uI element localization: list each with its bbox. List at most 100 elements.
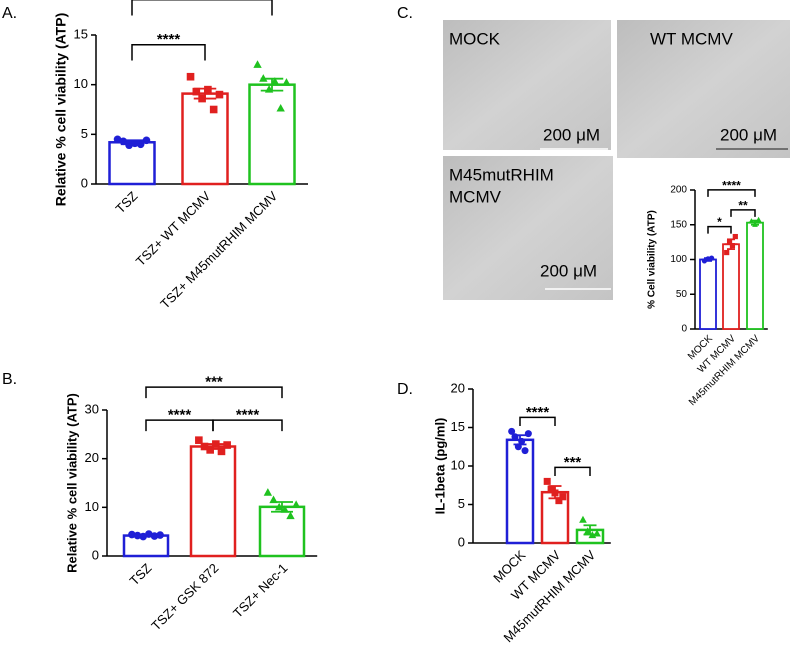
data-point bbox=[125, 141, 133, 150]
y-tick-label: 20 bbox=[451, 380, 465, 395]
significance-label: **** bbox=[190, 0, 214, 3]
data-point bbox=[276, 103, 285, 112]
y-tick-label: 0 bbox=[458, 534, 465, 549]
data-point bbox=[579, 515, 587, 523]
data-point bbox=[508, 427, 516, 435]
data-point bbox=[286, 511, 295, 520]
bar bbox=[181, 92, 229, 186]
micrograph-label: WT MCMV bbox=[650, 29, 733, 48]
y-tick-label: 15 bbox=[451, 419, 465, 434]
y-axis-label: Relative % cell viability (ATP) bbox=[64, 393, 79, 573]
data-point bbox=[119, 137, 128, 146]
significance-label: **** bbox=[526, 404, 550, 421]
panel-label: C. bbox=[397, 5, 413, 22]
y-tick-label: 10 bbox=[85, 499, 99, 514]
scale-label: 200 μM bbox=[543, 125, 600, 144]
significance-label: **** bbox=[157, 31, 181, 48]
significance-bracket bbox=[145, 386, 283, 399]
micrograph-label: MOCK bbox=[449, 29, 501, 48]
y-tick-label: 50 bbox=[676, 289, 688, 300]
y-tick-label: 5 bbox=[458, 496, 465, 511]
data-point bbox=[131, 139, 139, 148]
y-tick-label: 0 bbox=[81, 175, 88, 190]
y-axis-label: Relative % cell viability (ATP) bbox=[53, 13, 69, 206]
data-point bbox=[559, 493, 567, 501]
data-point bbox=[729, 243, 736, 249]
data-point bbox=[543, 477, 551, 485]
data-point bbox=[215, 90, 224, 99]
micrograph-label: MCMV bbox=[449, 187, 502, 206]
significance-label: *** bbox=[564, 454, 582, 471]
y-tick-label: 5 bbox=[81, 126, 88, 141]
x-tick-label: TSZ+ M45mutRHIM MCMV bbox=[157, 188, 280, 311]
scale-label: 200 μM bbox=[540, 261, 597, 280]
data-point bbox=[555, 497, 563, 505]
x-tick-label: TSZ bbox=[112, 188, 140, 216]
bar bbox=[746, 221, 764, 330]
y-tick-label: 10 bbox=[451, 457, 465, 472]
significance-bracket bbox=[131, 0, 273, 16]
data-point bbox=[521, 447, 529, 455]
y-tick-label: 100 bbox=[670, 254, 687, 265]
y-tick-label: 20 bbox=[85, 450, 99, 465]
significance-bracket bbox=[554, 466, 591, 476]
significance-label: * bbox=[717, 215, 722, 229]
bar bbox=[540, 490, 570, 545]
significance-label: ** bbox=[738, 199, 748, 213]
data-point bbox=[209, 105, 218, 114]
significance-label: **** bbox=[168, 407, 192, 424]
data-point bbox=[732, 233, 738, 240]
data-point bbox=[195, 436, 203, 444]
x-tick-label: TSZ+ Nec-1 bbox=[230, 560, 290, 620]
y-tick-label: 10 bbox=[74, 76, 88, 91]
significance-bracket bbox=[730, 209, 756, 217]
bar bbox=[258, 505, 306, 558]
significance-bracket bbox=[519, 416, 556, 426]
bar bbox=[189, 445, 237, 558]
bar bbox=[722, 243, 740, 330]
y-tick-label: 200 bbox=[670, 185, 687, 196]
panel-label: B. bbox=[2, 371, 17, 388]
significance-bracket bbox=[707, 189, 756, 197]
panel-label: D. bbox=[397, 381, 413, 398]
data-point bbox=[263, 488, 273, 496]
significance-label: **** bbox=[236, 407, 260, 424]
significance-bracket bbox=[212, 419, 283, 432]
significance-label: *** bbox=[205, 374, 223, 391]
data-point bbox=[206, 446, 214, 454]
micrograph bbox=[617, 20, 790, 158]
micrograph bbox=[443, 156, 613, 300]
data-point bbox=[524, 430, 532, 438]
bar bbox=[108, 141, 156, 186]
data-point bbox=[726, 239, 733, 245]
y-tick-label: 30 bbox=[85, 401, 99, 416]
data-point bbox=[223, 441, 231, 449]
significance-bracket bbox=[707, 225, 732, 234]
x-tick-label: TSZ+ GSK 872 bbox=[148, 560, 221, 633]
data-point bbox=[113, 135, 122, 144]
data-point bbox=[217, 447, 226, 456]
scale-label: 200 μM bbox=[720, 125, 777, 144]
y-axis-label: % Cell viability (ATP) bbox=[647, 210, 658, 309]
y-tick-label: 15 bbox=[74, 26, 88, 41]
micrograph bbox=[443, 20, 611, 150]
y-tick-label: 150 bbox=[670, 219, 687, 230]
panel-label: A. bbox=[2, 5, 17, 22]
significance-bracket bbox=[131, 43, 206, 61]
data-point bbox=[253, 60, 262, 68]
data-point bbox=[547, 485, 555, 493]
bar bbox=[248, 83, 296, 186]
y-axis-label: IL-1beta (pg/ml) bbox=[432, 418, 447, 515]
y-tick-label: 0 bbox=[681, 324, 687, 335]
micrograph-label: M45mutRHIM bbox=[449, 165, 554, 184]
significance-label: **** bbox=[722, 179, 741, 193]
data-point bbox=[128, 530, 136, 539]
x-tick-label: TSZ bbox=[126, 560, 154, 588]
bar bbox=[699, 258, 717, 330]
data-point bbox=[192, 87, 201, 96]
data-point bbox=[204, 85, 212, 94]
data-point bbox=[724, 249, 730, 256]
y-tick-label: 0 bbox=[92, 547, 99, 562]
bar bbox=[505, 438, 535, 545]
